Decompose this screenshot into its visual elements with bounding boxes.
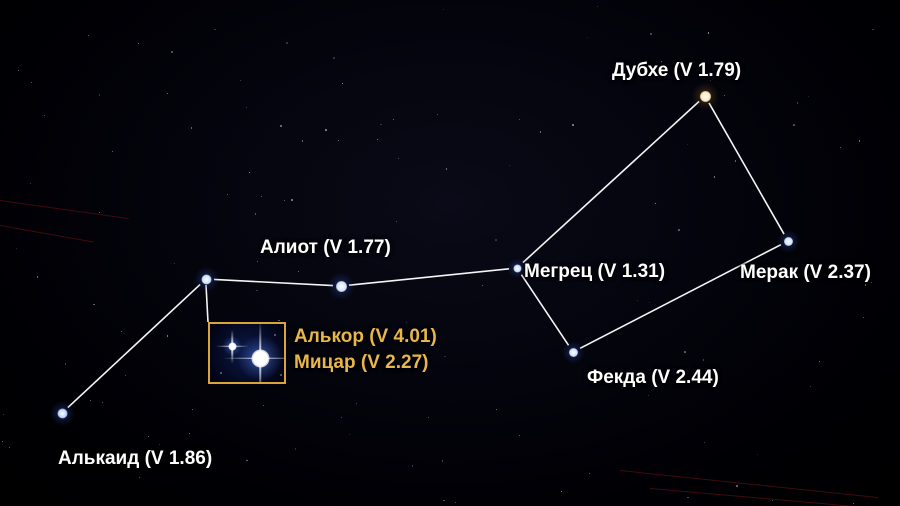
mizar-alkor-inset [208, 322, 286, 384]
star-label-megrez: Мегрец (V 1.31) [524, 261, 665, 283]
star-map: Алькаид (V 1.86) Алиот (V 1.77) Мегрец (V … [0, 0, 900, 506]
inset-label-alkor: Алькор (V 4.01) [294, 326, 437, 348]
inset-star-mizar [260, 358, 261, 359]
star-label-merak: Мерак (V 2.37) [740, 262, 871, 284]
inset-label-mizar: Мицар (V 2.27) [294, 352, 428, 374]
star-label-dubhe: Дубхе (V 1.79) [612, 60, 741, 82]
inset-star-alkor [232, 346, 233, 347]
star-label-mizar: Алиот (V 1.77) [260, 237, 391, 259]
star-label-phecda: Фекда (V 2.44) [587, 367, 719, 389]
constellation-lines [0, 0, 900, 506]
star-label-alkaid: Алькаид (V 1.86) [58, 448, 212, 470]
